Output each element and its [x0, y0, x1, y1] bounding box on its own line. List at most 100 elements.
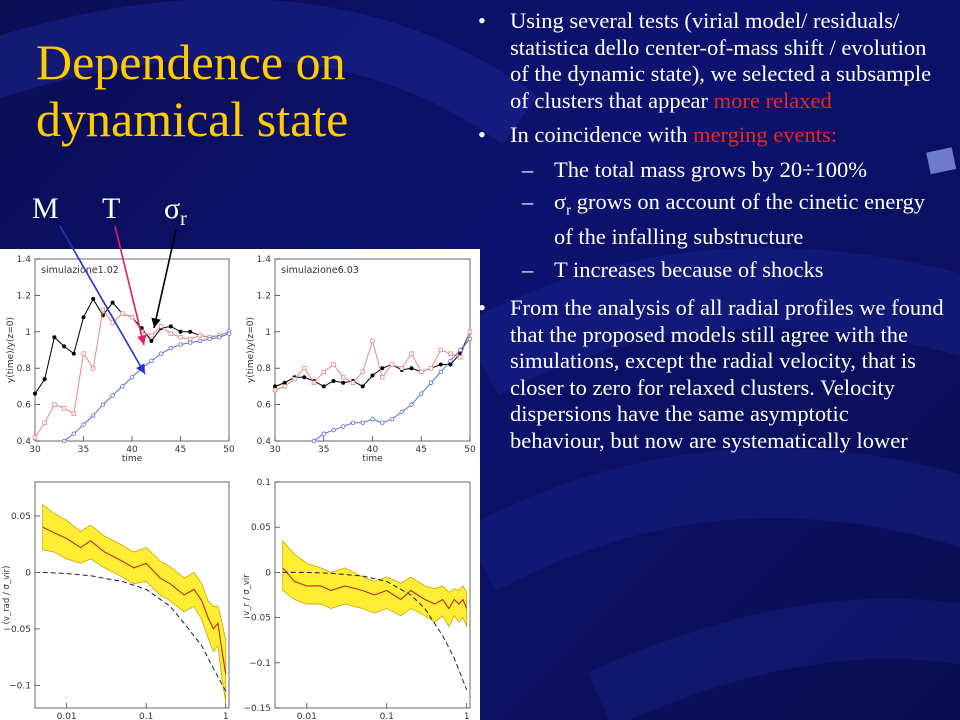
y-tick-label: 0.8: [257, 364, 272, 374]
data-point-m: [178, 329, 183, 334]
data-point-sigma: [419, 391, 424, 396]
y-tick-label: −0.1: [249, 659, 271, 669]
x-tick-label: 0.01: [57, 712, 77, 720]
data-point-sigma: [158, 351, 164, 356]
x-tick-label: 45: [416, 445, 427, 455]
data-point-m: [321, 384, 326, 389]
data-point-m: [110, 300, 115, 305]
data-point-t: [100, 307, 106, 313]
confidence-band: [42, 503, 227, 703]
highlight-more-relaxed: more relaxed: [713, 87, 832, 113]
y-axis-label: y(time)/y(z=0): [6, 317, 16, 383]
data-point-sigma: [448, 358, 453, 364]
y-tick-label: 1: [265, 328, 271, 338]
data-point-sigma: [129, 375, 135, 380]
y-tick-label: −0.15: [243, 704, 271, 714]
x-tick-label: 0.1: [139, 712, 153, 720]
data-point-sigma: [71, 431, 76, 436]
subbullet-temperature: – T increases because of shocks: [478, 257, 948, 284]
y-tick-label: 1.4: [17, 255, 32, 265]
data-point-t: [448, 351, 453, 356]
sigma-subscript: r: [566, 202, 572, 219]
subbullet-mass: – The total mass grows by 20÷100%: [478, 157, 948, 184]
data-point-sigma: [207, 336, 212, 342]
data-point-t: [467, 329, 473, 334]
data-point-t: [149, 333, 154, 338]
data-point-t: [272, 387, 278, 393]
data-point-t: [197, 333, 203, 338]
model-curve: [42, 571, 227, 692]
data-point-m: [409, 366, 414, 371]
data-point-t: [380, 375, 385, 380]
data-point-m: [168, 324, 173, 329]
data-point-sigma: [360, 420, 365, 425]
data-point-m: [91, 297, 96, 302]
y-tick-label: 0.1: [257, 478, 271, 488]
data-point-m: [360, 384, 365, 389]
data-point-t: [129, 315, 135, 320]
y-tick-label: 1.4: [257, 255, 272, 265]
dash: –: [522, 256, 534, 282]
x-tick-label: 30: [269, 445, 281, 455]
x-tick-label: 0.1: [380, 712, 394, 720]
data-point-sigma: [370, 416, 375, 422]
data-point-m: [380, 366, 385, 371]
bullet-text: In coincidence with: [510, 122, 694, 147]
bullet-merging-events: In coincidence with merging events:: [478, 122, 948, 149]
data-point-sigma: [311, 438, 317, 444]
y-axis-label: v_r / σ_vir: [242, 574, 252, 616]
data-point-t: [409, 351, 414, 356]
data-point-sigma: [149, 358, 154, 364]
label-sigma-r: σr: [164, 192, 187, 231]
data-point-m: [438, 362, 443, 367]
y-axis-label: (v_rad / σ_vir): [2, 566, 12, 625]
median-line: [42, 526, 227, 675]
data-point-t: [52, 402, 57, 407]
data-point-t: [321, 369, 326, 375]
data-point-sigma: [120, 384, 125, 389]
bullet-radial-profiles: From the analysis of all radial profiles…: [478, 295, 948, 454]
data-point-m: [448, 362, 453, 367]
data-point-t: [419, 369, 424, 375]
data-point-t: [282, 384, 287, 389]
subbullet-text: The total mass grows by 20÷100%: [554, 156, 867, 182]
subbullet-sigma: – σr grows on account of the cinetic ene…: [478, 189, 948, 251]
y-tick-label: 0: [25, 568, 31, 578]
y-tick-label: −0.05: [243, 614, 271, 624]
data-point-t: [110, 320, 115, 325]
subbullet-text: T increases because of shocks: [554, 256, 824, 282]
label-m: M: [32, 192, 59, 225]
y-tick-label: 0.6: [17, 401, 32, 411]
data-point-t: [292, 376, 297, 382]
dash: –: [522, 156, 534, 182]
panel-frame: [34, 258, 230, 442]
x-tick-label: 1: [223, 712, 229, 720]
plots-svg: simulazione1.02 30 35 40 45 50 1.4 1.2 1 0.8 0.6 0.…: [2, 255, 476, 720]
data-point-m: [33, 391, 37, 396]
data-point-t: [389, 362, 395, 367]
plots-image: simulazione1.02 30 35 40 45 50 1.4 1.2 1 0.8 0.6 0.…: [0, 249, 480, 720]
data-point-t: [428, 366, 434, 371]
data-point-m: [273, 384, 277, 389]
x-tick-label: 40: [367, 445, 379, 455]
data-point-m: [370, 373, 375, 378]
y-tick-label: 0: [265, 568, 271, 578]
series-line-t: [34, 308, 230, 438]
model-curve: [282, 571, 468, 691]
x-tick-label: 50: [223, 445, 235, 455]
median-line: [282, 567, 468, 610]
data-point-t: [399, 366, 404, 371]
data-point-sigma: [110, 393, 115, 398]
y-tick-label: 1: [25, 328, 31, 338]
x-tick-label: 45: [175, 445, 186, 455]
data-point-sigma: [139, 365, 144, 371]
data-point-sigma: [217, 335, 222, 340]
y-tick-label: 1.2: [17, 291, 31, 301]
data-point-m: [341, 380, 346, 385]
data-point-sigma: [409, 402, 414, 407]
data-point-t: [178, 335, 183, 340]
data-point-t: [42, 420, 47, 425]
data-point-t: [341, 375, 346, 380]
data-point-m: [282, 380, 287, 385]
data-point-sigma: [100, 402, 106, 407]
